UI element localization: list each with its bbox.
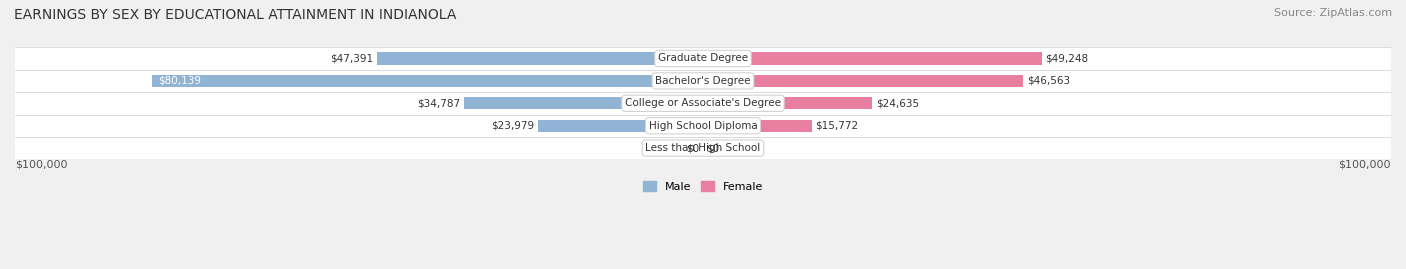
Text: $80,139: $80,139 [159, 76, 201, 86]
Text: Bachelor's Degree: Bachelor's Degree [655, 76, 751, 86]
Text: $23,979: $23,979 [492, 121, 534, 131]
Text: High School Diploma: High School Diploma [648, 121, 758, 131]
Text: $100,000: $100,000 [15, 159, 67, 169]
Bar [15, 92, 1391, 115]
Text: $49,248: $49,248 [1045, 54, 1088, 63]
Text: $100,000: $100,000 [1339, 159, 1391, 169]
Text: College or Associate's Degree: College or Associate's Degree [626, 98, 780, 108]
Text: $15,772: $15,772 [815, 121, 858, 131]
Bar [538, 119, 703, 132]
Text: Graduate Degree: Graduate Degree [658, 54, 748, 63]
Text: $0: $0 [706, 143, 720, 153]
Bar [15, 137, 1391, 159]
Bar [703, 97, 873, 109]
Text: Source: ZipAtlas.com: Source: ZipAtlas.com [1274, 8, 1392, 18]
Text: EARNINGS BY SEX BY EDUCATIONAL ATTAINMENT IN INDIANOLA: EARNINGS BY SEX BY EDUCATIONAL ATTAINMEN… [14, 8, 457, 22]
Bar [703, 75, 1024, 87]
Text: $0: $0 [686, 143, 700, 153]
Legend: Male, Female: Male, Female [638, 177, 768, 196]
Bar [703, 52, 1042, 65]
Text: $24,635: $24,635 [876, 98, 920, 108]
Bar [15, 70, 1391, 92]
Bar [15, 47, 1391, 70]
Bar [377, 52, 703, 65]
Text: $46,563: $46,563 [1026, 76, 1070, 86]
Bar [152, 75, 703, 87]
Text: Less than High School: Less than High School [645, 143, 761, 153]
Bar [464, 97, 703, 109]
Bar [15, 115, 1391, 137]
Text: $34,787: $34,787 [418, 98, 460, 108]
Text: $47,391: $47,391 [330, 54, 374, 63]
Bar [703, 119, 811, 132]
